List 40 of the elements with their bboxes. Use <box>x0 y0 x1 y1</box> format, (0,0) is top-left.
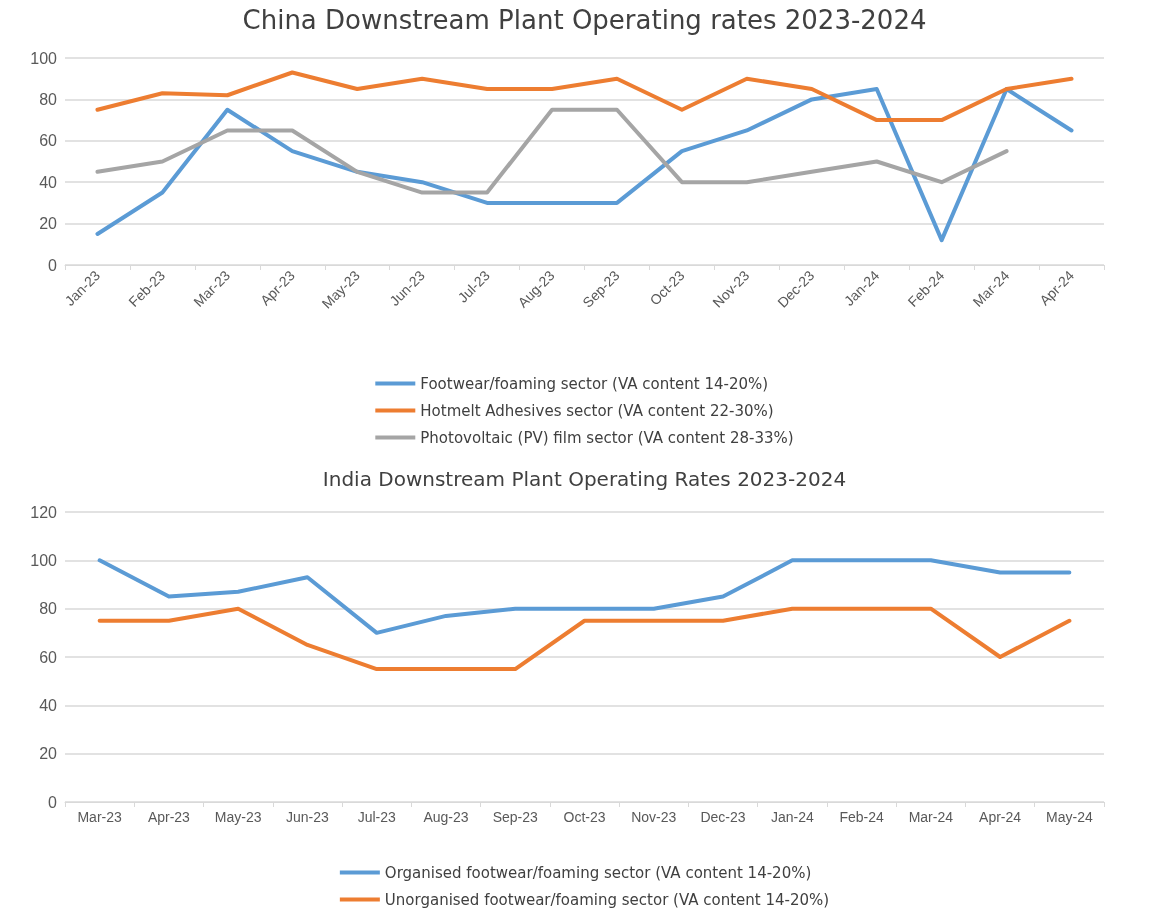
line-series <box>95 70 1074 123</box>
y-tick-label: 80 <box>39 90 58 108</box>
x-tick-label: May-24 <box>1046 809 1093 825</box>
x-tick-label: May-23 <box>214 809 262 825</box>
legend-label: Unorganised footwear/foaming sector (VA content 14-20%) <box>384 890 830 909</box>
chart-title: China Downstream Plant Operating rates 2023-2024 <box>242 5 927 35</box>
x-tick-label: Apr-24 <box>979 809 1022 825</box>
legend-label: Hotmelt Adhesives sector (VA content 22-30%) <box>420 401 774 420</box>
x-tick-label: Oct-23 <box>563 809 606 825</box>
y-tick-label: 0 <box>48 793 58 811</box>
y-tick-label: 0 <box>48 256 58 274</box>
x-tick-label: Jan-24 <box>770 809 814 825</box>
y-tick-label: 100 <box>30 551 58 569</box>
y-tick-label: 60 <box>39 648 58 666</box>
x-tick-label: Nov-23 <box>631 809 677 825</box>
x-tick-label: Aug-23 <box>423 809 469 825</box>
x-tick-label: Dec-23 <box>700 809 746 825</box>
line-series <box>95 87 1074 243</box>
x-tick-label: Sep-23 <box>492 809 539 825</box>
x-tick-label: Jun-23 <box>286 809 330 825</box>
legend-label: Organised footwear/foaming sector (VA content 14-20%) <box>384 863 812 882</box>
y-tick-label: 20 <box>39 215 58 233</box>
line-series <box>95 107 1009 195</box>
line-series <box>97 606 1072 672</box>
y-tick-label: 40 <box>39 696 58 714</box>
y-tick-label: 40 <box>39 173 58 191</box>
y-tick-label: 120 <box>30 503 58 521</box>
chart-title: India Downstream Plant Operating Rates 2023-2024 <box>322 467 847 491</box>
legend-label: Photovoltaic (PV) film sector (VA content 28-33%) <box>420 428 794 447</box>
y-tick-label: 20 <box>39 745 58 763</box>
x-tick-label: Apr-23 <box>147 809 191 825</box>
y-tick-label: 80 <box>39 600 58 618</box>
line-series <box>97 558 1072 635</box>
x-tick-label: Jul-23 <box>357 809 396 825</box>
y-tick-label: 100 <box>30 49 58 67</box>
y-tick-label: 60 <box>39 132 58 150</box>
x-tick-label: Mar-23 <box>77 809 123 825</box>
legend-label: Footwear/foaming sector (VA content 14-20%) <box>420 374 769 393</box>
x-tick-label: Mar-24 <box>908 809 954 825</box>
x-tick-label: Feb-24 <box>839 809 884 825</box>
